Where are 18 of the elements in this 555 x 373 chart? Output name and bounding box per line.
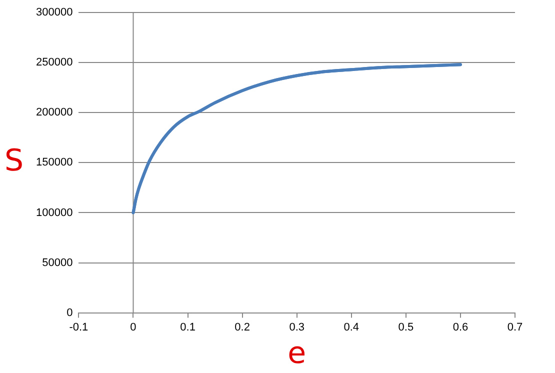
y-tick-label: 300000 <box>36 6 73 19</box>
x-tick-label: 0.7 <box>507 321 523 334</box>
x-axis-title: e <box>288 336 306 371</box>
x-tick-label: 0.6 <box>452 321 468 334</box>
y-tick-label: 50000 <box>42 256 73 269</box>
x-tick-label: -0.1 <box>69 321 88 334</box>
y-tick-label: 150000 <box>36 156 73 169</box>
x-tick-label: 0.1 <box>180 321 196 334</box>
x-tick-label: 0.4 <box>344 321 360 334</box>
y-tick-label: 0 <box>66 306 73 319</box>
y-tick-label: 250000 <box>36 56 73 69</box>
x-tick-label: 0.5 <box>398 321 414 334</box>
x-tick-label: 0 <box>130 321 136 334</box>
x-tick-label: 0.3 <box>289 321 304 334</box>
y-axis-title: S <box>4 143 24 178</box>
y-tick-label: 100000 <box>36 206 73 219</box>
y-tick-label: 200000 <box>36 106 73 119</box>
x-tick-label: 0.2 <box>234 321 250 334</box>
